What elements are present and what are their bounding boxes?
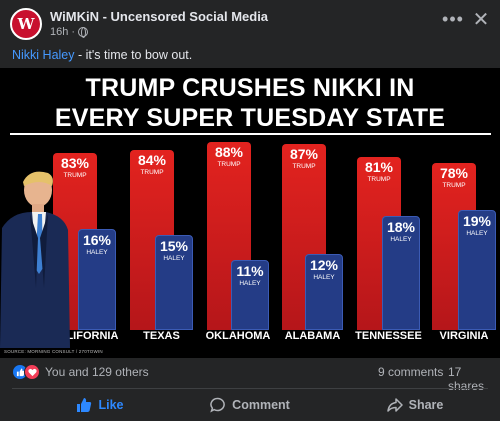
like-label: Like bbox=[98, 398, 124, 412]
comment-button[interactable]: Comment bbox=[190, 392, 310, 418]
haley-series-label: HALEY bbox=[466, 229, 488, 237]
trump-pct-label: 87% bbox=[289, 145, 319, 162]
haley-pct-label: 12% bbox=[309, 256, 339, 273]
haley-series-label: HALEY bbox=[390, 235, 412, 243]
trump-figure bbox=[0, 171, 70, 348]
trump-series-label: TRUMP bbox=[217, 160, 241, 168]
trump-pct-label: 78% bbox=[439, 165, 469, 182]
haley-series-label: HALEY bbox=[86, 248, 108, 256]
haley-series-label: HALEY bbox=[313, 273, 335, 281]
haley-series-label: HALEY bbox=[163, 254, 185, 262]
trump-series-label: TRUMP bbox=[292, 162, 316, 170]
post-actions: Like Comment Share bbox=[0, 390, 500, 420]
post-image[interactable]: TRUMP CRUSHES NIKKI IN EVERY SUPER TUESD… bbox=[0, 68, 500, 358]
headline-line-2: EVERY SUPER TUESDAY STATE bbox=[54, 104, 446, 132]
trump-series-label: TRUMP bbox=[442, 182, 466, 190]
trump-pct-label: 83% bbox=[60, 154, 90, 171]
page-avatar[interactable]: W bbox=[10, 8, 42, 40]
source-note: SOURCE: MORNING CONSULT / 270TOWIN bbox=[4, 349, 103, 354]
haley-pct-label: 19% bbox=[462, 212, 492, 229]
shares-count[interactable]: 17 shares bbox=[448, 365, 485, 393]
globe-icon bbox=[78, 27, 89, 38]
meta-separator: · bbox=[71, 26, 76, 38]
post-caption: Nikki Haley - it's time to bow out. bbox=[12, 48, 192, 62]
haley-bar bbox=[458, 209, 496, 330]
haley-bar bbox=[305, 253, 343, 330]
haley-pct-label: 16% bbox=[82, 231, 112, 248]
more-options-icon[interactable]: ••• bbox=[442, 9, 464, 29]
comment-bubble-icon bbox=[210, 397, 226, 413]
haley-series-label: HALEY bbox=[239, 280, 261, 288]
post-time[interactable]: 16h bbox=[50, 26, 69, 38]
bar-chart: 83% TRUMP 16% HALEY CALIFORNIA 84% TRUMP 15% HAL… bbox=[0, 68, 500, 358]
reactions-bar: You and 129 others 9 comments 17 shares bbox=[0, 360, 500, 393]
page-name-link[interactable]: WiMKiN - Uncensored Social Media bbox=[50, 9, 269, 24]
trump-series-label: TRUMP bbox=[367, 175, 391, 183]
trump-series-label: TRUMP bbox=[63, 171, 87, 179]
trump-pct-label: 81% bbox=[364, 158, 394, 175]
share-label: Share bbox=[408, 398, 444, 412]
like-button[interactable]: Like bbox=[40, 392, 160, 418]
comment-label: Comment bbox=[232, 398, 290, 412]
haley-pct-label: 11% bbox=[236, 263, 264, 280]
headline-underline bbox=[10, 133, 491, 135]
caption-tag-link[interactable]: Nikki Haley bbox=[12, 48, 75, 62]
state-label: ALABAMA bbox=[284, 330, 341, 342]
headline-line-1: TRUMP CRUSHES NIKKI IN bbox=[85, 74, 415, 102]
post-header: W WiMKiN - Uncensored Social Media 16h ·… bbox=[0, 0, 500, 44]
thumbs-up-icon bbox=[77, 398, 92, 412]
trump-pct-label: 88% bbox=[214, 143, 244, 160]
trump-series-label: TRUMP bbox=[140, 169, 164, 177]
caption-text: - it's time to bow out. bbox=[74, 48, 193, 62]
share-button[interactable]: Share bbox=[355, 392, 475, 418]
haley-bar bbox=[231, 260, 269, 330]
love-reaction-icon[interactable] bbox=[24, 364, 40, 380]
comments-count[interactable]: 9 comments bbox=[378, 365, 444, 379]
state-label: VIRGINIA bbox=[439, 330, 489, 342]
haley-pct-label: 18% bbox=[386, 218, 416, 235]
actions-divider bbox=[12, 388, 488, 389]
close-icon[interactable]: ✕ bbox=[472, 9, 490, 31]
post-meta: 16h · bbox=[50, 26, 89, 38]
haley-bar bbox=[382, 215, 420, 330]
share-arrow-icon bbox=[386, 398, 403, 412]
state-label: OKLAHOMA bbox=[205, 330, 271, 342]
trump-pct-label: 84% bbox=[137, 152, 167, 169]
state-label: TEXAS bbox=[143, 330, 180, 342]
state-label: TENNESSEE bbox=[355, 330, 422, 342]
haley-pct-label: 15% bbox=[159, 237, 189, 254]
haley-bar bbox=[78, 228, 116, 330]
reaction-summary[interactable]: You and 129 others bbox=[45, 365, 149, 379]
haley-bar bbox=[155, 234, 193, 330]
